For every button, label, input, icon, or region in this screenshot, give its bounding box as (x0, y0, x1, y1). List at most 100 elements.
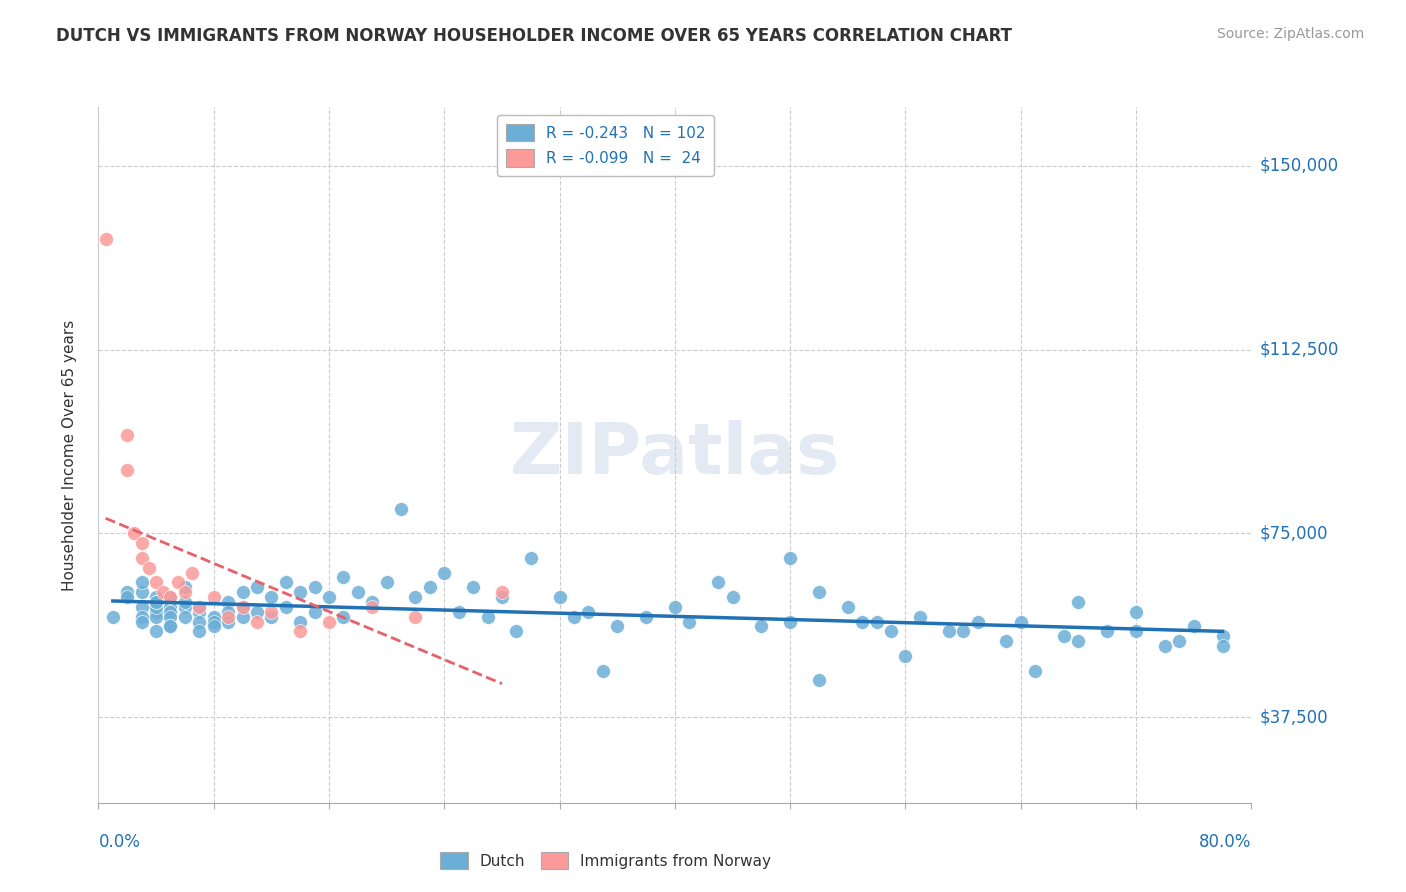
Point (159, 590, 181, 604)
Point (389, 501, 412, 516)
Point (145, 595, 167, 609)
Text: $37,500: $37,500 (1260, 708, 1329, 726)
Point (145, 595, 167, 609)
Point (131, 550, 153, 565)
Point (188, 599, 211, 614)
Point (405, 590, 427, 604)
Point (851, 615, 873, 629)
Text: Source: ZipAtlas.com: Source: ZipAtlas.com (1216, 27, 1364, 41)
Point (166, 575, 188, 590)
Text: 80.0%: 80.0% (1199, 833, 1251, 851)
Point (837, 599, 859, 614)
Point (231, 599, 254, 614)
Point (188, 624, 211, 639)
Point (1053, 629, 1076, 643)
Point (202, 609, 225, 624)
Point (304, 580, 326, 594)
Point (1067, 634, 1090, 648)
Point (1097, 624, 1119, 639)
Point (145, 575, 167, 590)
Point (375, 575, 398, 590)
Point (779, 550, 801, 565)
Point (664, 599, 686, 614)
Point (231, 609, 254, 624)
Point (145, 609, 167, 624)
Point (274, 575, 297, 590)
Point (159, 619, 181, 633)
Y-axis label: Householder Income Over 65 years: Householder Income Over 65 years (62, 319, 77, 591)
Point (152, 585, 174, 599)
Point (159, 605, 181, 619)
Point (880, 624, 903, 639)
Point (217, 605, 239, 619)
Point (274, 599, 297, 614)
Point (966, 615, 988, 629)
Point (246, 580, 269, 594)
Legend: Dutch, Immigrants from Norway: Dutch, Immigrants from Norway (430, 843, 780, 879)
Point (1024, 664, 1046, 678)
Point (188, 615, 211, 629)
Point (952, 624, 974, 639)
Point (721, 590, 744, 604)
Point (304, 605, 326, 619)
Point (138, 560, 160, 574)
Point (217, 609, 239, 624)
Point (231, 585, 254, 599)
Point (117, 590, 138, 604)
Point (124, 526, 146, 541)
Point (131, 575, 153, 590)
Point (145, 605, 167, 619)
Point (202, 615, 225, 629)
Point (131, 609, 153, 624)
Point (346, 585, 368, 599)
Point (117, 462, 138, 476)
Point (1125, 605, 1147, 619)
Point (807, 585, 830, 599)
Point (807, 673, 830, 688)
Point (433, 566, 456, 580)
Point (1168, 634, 1191, 648)
Point (159, 609, 181, 624)
Point (751, 619, 773, 633)
Point (131, 599, 153, 614)
Point (1010, 615, 1032, 629)
Point (145, 599, 167, 614)
Point (779, 615, 801, 629)
Point (94, 232, 117, 246)
Point (246, 615, 269, 629)
Point (1067, 595, 1090, 609)
Point (290, 585, 312, 599)
Point (131, 536, 153, 550)
Point (361, 595, 384, 609)
Point (174, 595, 197, 609)
Point (159, 599, 181, 614)
Point (131, 585, 153, 599)
Text: $75,000: $75,000 (1260, 524, 1329, 542)
Point (1212, 639, 1234, 653)
Point (117, 585, 138, 599)
Point (491, 590, 513, 604)
Point (174, 580, 197, 594)
Text: $150,000: $150,000 (1260, 157, 1339, 175)
Point (477, 609, 499, 624)
Point (361, 599, 384, 614)
Point (491, 585, 513, 599)
Point (505, 624, 527, 639)
Point (866, 615, 889, 629)
Point (938, 624, 960, 639)
Point (318, 590, 340, 604)
Point (159, 590, 181, 604)
Point (260, 609, 283, 624)
Point (405, 609, 427, 624)
Point (548, 590, 571, 604)
Point (562, 609, 585, 624)
Point (117, 428, 138, 442)
Point (290, 624, 312, 639)
Point (707, 575, 730, 590)
Point (332, 609, 354, 624)
Point (578, 605, 600, 619)
Point (145, 590, 167, 604)
Point (174, 609, 197, 624)
Point (246, 605, 269, 619)
Point (894, 648, 917, 663)
